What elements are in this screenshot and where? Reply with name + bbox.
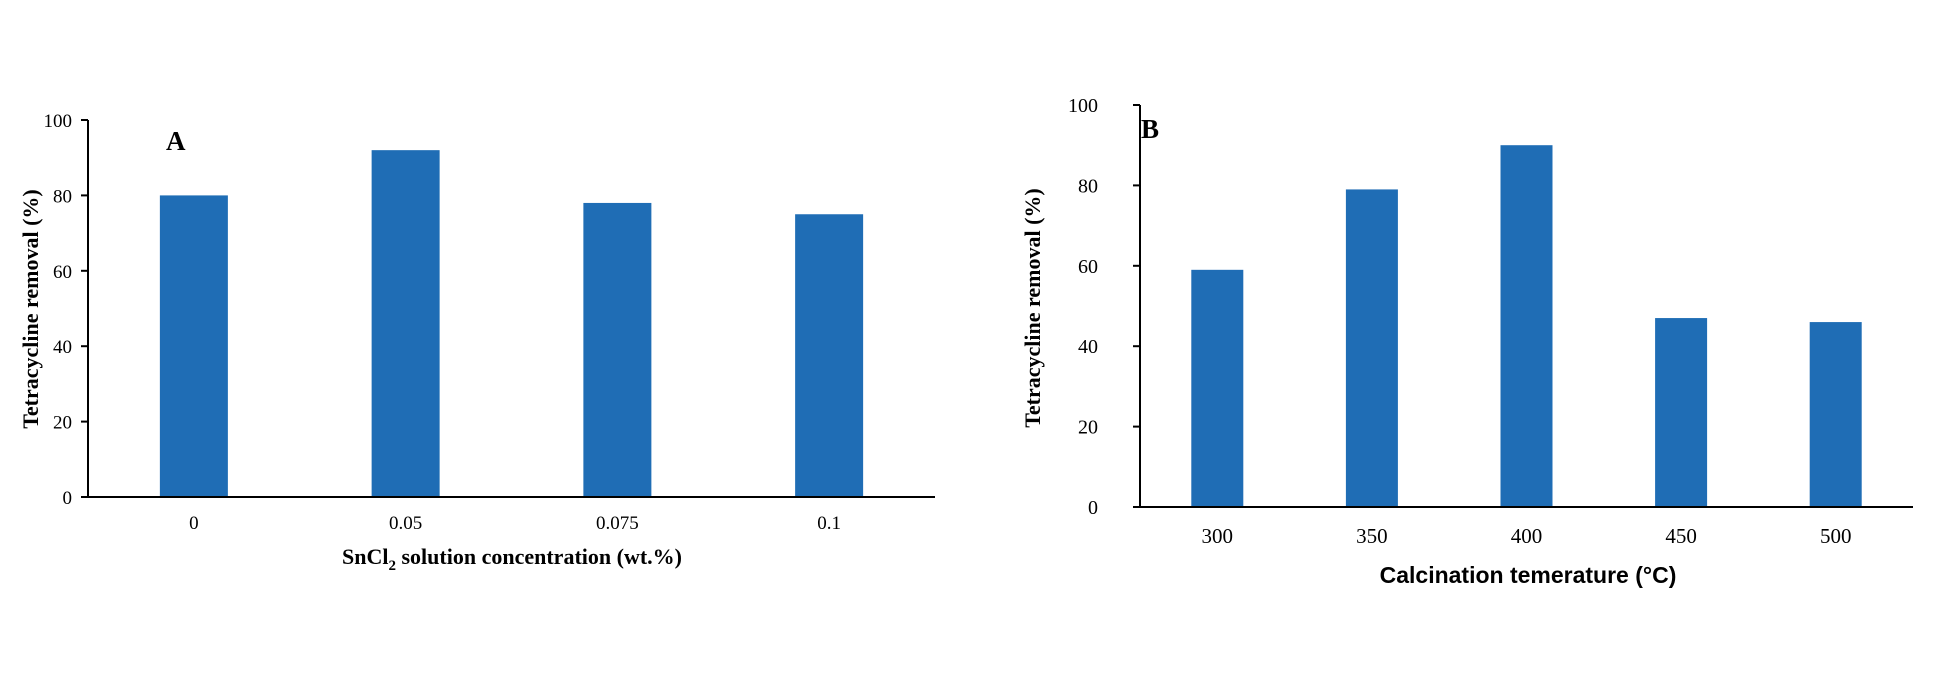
chart-a-x-ticks: 0 0.05 0.075 0.1 [189,513,841,534]
y-tick-label: 80 [53,186,72,207]
chart-a-y-ticks: 0 20 40 60 80 100 [44,111,88,509]
bar [1655,318,1708,507]
chart-a: 0 20 40 60 80 100 0 0.05 0.075 0.1 A Tetracyclin… [18,111,935,574]
x-tick-label: 0.05 [389,513,422,534]
y-tick-label: 100 [1068,95,1098,117]
bar [795,214,864,497]
x-tick-label: 450 [1665,524,1697,548]
y-tick-label: 40 [1078,336,1098,358]
x-tick-label: 300 [1202,524,1234,548]
chart-b-x-axis-label: Calcination temerature (°C) [1380,562,1677,588]
bar [583,202,652,497]
chart-b-bars [1191,145,1862,508]
bar [371,150,440,497]
chart-a-x-axis-label: SnCl2 solution concentration (wt.%) [342,544,682,574]
chart-b-y-axis-label: Tetracycline removal (%) [1020,188,1045,428]
bar [1191,269,1244,507]
y-tick-label: 0 [1088,497,1098,519]
y-tick-label: 0 [63,488,73,509]
y-tick-label: 60 [1078,256,1098,278]
bar [1500,145,1553,507]
chart-b-panel-label: B [1141,114,1159,144]
x-tick-label: 350 [1356,524,1388,548]
chart-b-y-ticks: 0 20 40 60 80 100 [1068,95,1140,519]
y-tick-label: 40 [53,337,72,358]
y-tick-label: 100 [44,111,73,132]
y-tick-label: 80 [1078,175,1098,197]
chart-b-x-ticks: 300 350 400 450 500 [1202,524,1852,548]
bar [159,195,228,497]
chart-a-bars [159,150,864,497]
x-tick-label: 0.075 [596,513,639,534]
bar [1345,189,1398,508]
y-tick-label: 60 [53,262,72,283]
chart-a-panel-label: A [166,126,186,156]
x-tick-label: 400 [1511,524,1543,548]
y-tick-label: 20 [53,413,72,434]
x-tick-label: 0 [189,513,199,534]
x-tick-label: 500 [1820,524,1852,548]
bar [1809,322,1862,507]
chart-b: 0 20 40 60 80 100 300 350 400 450 500 B Tetracycl… [1020,95,1913,588]
chart-a-y-axis-label: Tetracycline removal (%) [18,189,43,429]
x-tick-label: 0.1 [817,513,841,534]
y-tick-label: 20 [1078,417,1098,439]
